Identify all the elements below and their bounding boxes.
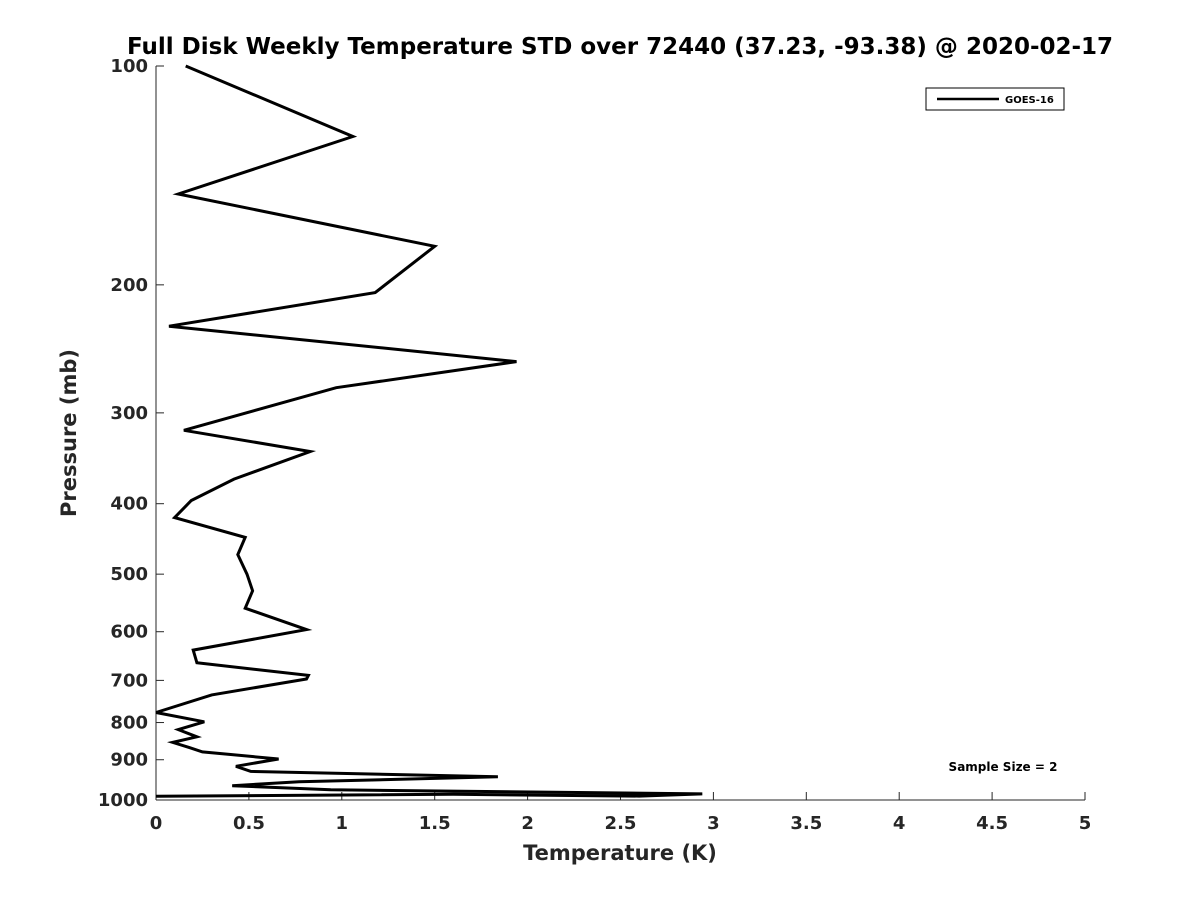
x-tick-label: 4.5	[976, 813, 1008, 834]
y-axis: 100 200 300 400 500 600 700 800 900 1000	[98, 56, 164, 811]
x-tick-label: 2	[521, 813, 534, 834]
y-tick-label: 600	[110, 622, 148, 643]
y-tick-label: 400	[110, 494, 148, 515]
legend: GOES-16	[925, 87, 1065, 111]
y-tick-label: 100	[110, 56, 148, 77]
x-tick-label: 3	[707, 813, 720, 834]
x-tick-label: 1	[336, 813, 349, 834]
legend-label-goes-16: GOES-16	[1005, 95, 1054, 106]
y-tick-label: 900	[110, 750, 148, 771]
series-layer	[155, 64, 703, 798]
y-tick-label: 200	[110, 275, 148, 296]
series-line-goes-16	[155, 64, 703, 798]
x-tick-label: 5	[1079, 813, 1092, 834]
x-tick-label: 0.5	[233, 813, 265, 834]
x-tick-label: 2.5	[605, 813, 637, 834]
chart-title: Full Disk Weekly Temperature STD over 72…	[127, 34, 1113, 60]
x-tick-label: 3.5	[790, 813, 822, 834]
x-axis: 0 0.5 1 1.5 2 2.5 3 3.5 4 4.5 5	[150, 792, 1092, 834]
y-tick-label: 1000	[98, 790, 148, 811]
y-axis-label: Pressure (mb)	[57, 349, 81, 517]
y-tick-label: 700	[110, 670, 148, 691]
x-tick-label: 1.5	[419, 813, 451, 834]
x-tick-label: 0	[150, 813, 163, 834]
y-tick-label: 300	[110, 403, 148, 424]
y-tick-label: 500	[110, 564, 148, 585]
x-axis-label: Temperature (K)	[523, 841, 717, 865]
sample-size-annotation: Sample Size = 2	[949, 760, 1058, 774]
y-tick-label: 800	[110, 713, 148, 734]
x-tick-label: 4	[893, 813, 906, 834]
